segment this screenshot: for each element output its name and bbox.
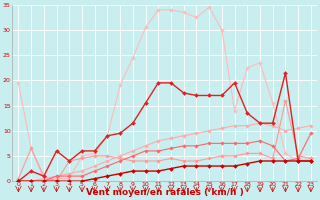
- X-axis label: Vent moyen/en rafales ( km/h ): Vent moyen/en rafales ( km/h ): [86, 188, 244, 197]
